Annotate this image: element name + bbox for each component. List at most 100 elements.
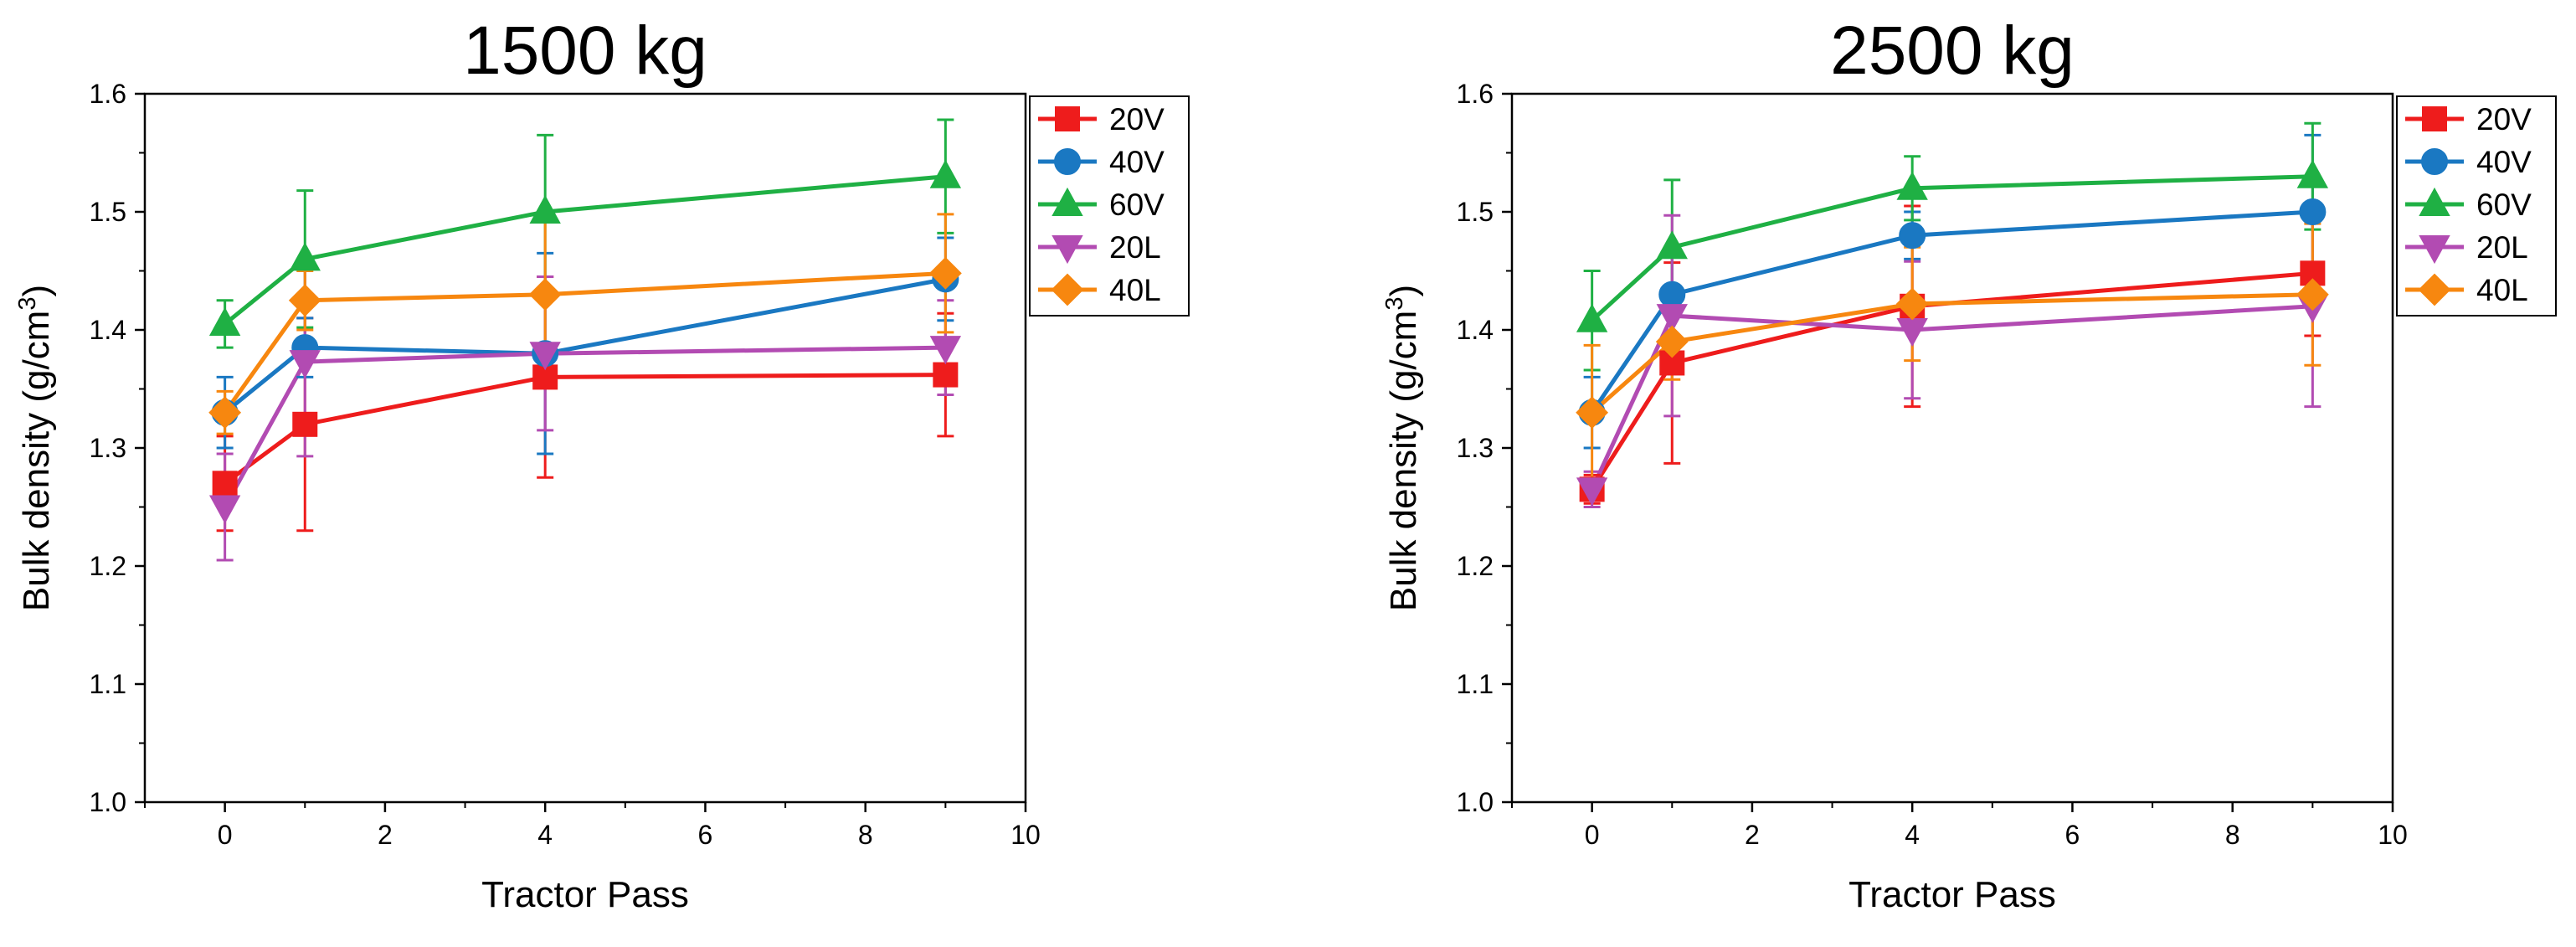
data-point-20V [292, 411, 318, 437]
series-line-60V [224, 174, 946, 326]
series-line-20V [224, 373, 946, 486]
legend-label-40V: 40V [2476, 145, 2532, 179]
y-axis-label: Bulk density (g/cm3) [1381, 285, 1424, 611]
data-point-40V [1658, 280, 1686, 308]
data-point-40V [1899, 222, 1926, 250]
legend-marker-40L [1051, 273, 1084, 306]
data-point-40L [288, 284, 321, 317]
y-axis-label-superscript: 3 [14, 297, 41, 311]
data-point-20L [1896, 318, 1928, 347]
data-point-40L [1576, 396, 1609, 430]
series-line-20V [1590, 270, 2313, 491]
series-line-40V [224, 276, 946, 414]
y-axis-label-close: ) [1383, 285, 1424, 297]
legend-label-40L: 40L [1109, 273, 1161, 307]
x-tick-label: 6 [2065, 820, 2080, 850]
data-point-20L [529, 342, 561, 371]
legend-marker-40V [2421, 148, 2448, 175]
chart-panel-1: 1500 kg 1.0 1.1 1.2 1.3 1.4 1.5 1.6 0 2 4 6 8 10 Tract… [14, 13, 1190, 915]
data-point-60V [2296, 159, 2329, 188]
legend-marker-40V [1054, 148, 1081, 175]
legend-marker-20L [1051, 235, 1083, 265]
legend-label-20V: 20V [2476, 102, 2532, 136]
y-axis-label-superscript: 3 [1381, 297, 1408, 311]
data-point-60V [289, 242, 321, 271]
data-point-20L [289, 350, 321, 379]
y-tick-label: 1.5 [1457, 197, 1494, 227]
legend-label-40V: 40V [1109, 145, 1165, 179]
x-tick-label: 10 [1010, 820, 1041, 850]
y-tick-label: 1.0 [1457, 787, 1494, 817]
x-tick-label: 4 [1905, 820, 1920, 850]
y-tick-label: 1.1 [1457, 669, 1494, 699]
legend-marker-20V [2422, 106, 2447, 131]
legend-label-20L: 20L [2476, 230, 2528, 265]
data-point-40L [1895, 287, 1929, 321]
legend-label-20L: 20L [1109, 230, 1161, 265]
series-line-20L [223, 345, 946, 508]
data-point-40L [208, 396, 242, 430]
y-axis-label-main: Bulk density (g/cm [1383, 311, 1424, 611]
x-axis-label: Tractor Pass [481, 874, 689, 915]
data-point-60V [208, 306, 241, 336]
series-line-40L [1590, 292, 2313, 414]
y-axis-label-main: Bulk density (g/cm [16, 311, 57, 611]
plot-frame [143, 92, 1027, 804]
y-tick-label: 1.0 [90, 787, 126, 817]
legend: 20V 40V 60V 20L 40L [1029, 95, 1190, 317]
x-tick-label: 10 [2378, 820, 2408, 850]
x-tick-label: 4 [537, 820, 553, 850]
data-point-60V [1576, 303, 1608, 332]
chart-title: 1500 kg [463, 13, 707, 89]
data-point-60V [929, 159, 962, 188]
legend-marker-40L [2418, 273, 2451, 306]
x-axis-label: Tractor Pass [1848, 874, 2056, 915]
data-point-40L [928, 256, 962, 290]
series-line-60V [1590, 174, 2313, 322]
y-tick-label: 1.2 [90, 551, 126, 581]
y-tick-label: 1.3 [1457, 433, 1494, 463]
legend-label-60V: 60V [2476, 188, 2532, 222]
plot-frame [1510, 92, 2394, 804]
data-point-20L [208, 495, 241, 524]
data-point-20V [212, 471, 238, 497]
data-point-40L [528, 278, 562, 311]
legend-label-20V: 20V [1109, 102, 1165, 136]
y-tick-label: 1.1 [90, 669, 126, 699]
x-tick-label: 8 [858, 820, 873, 850]
chart-title: 2500 kg [1830, 13, 2075, 89]
chart-panel-2: 2500 kg 1.0 1.1 1.2 1.3 1.4 1.5 1.6 0 2 4 6 8 10 Tract… [1381, 13, 2557, 915]
y-tick-label: 1.4 [1457, 315, 1494, 345]
data-point-60V [1656, 230, 1688, 260]
x-tick-label: 2 [378, 820, 393, 850]
y-tick-label: 1.3 [90, 433, 126, 463]
x-tick-label: 0 [1585, 820, 1600, 850]
legend-marker-20V [1055, 106, 1080, 131]
data-point-20L [1656, 304, 1688, 333]
y-tick-label: 1.6 [90, 79, 126, 109]
y-tick-label: 1.4 [90, 315, 126, 345]
data-point-60V [529, 194, 561, 224]
y-tick-label: 1.2 [1457, 551, 1494, 581]
x-tick-label: 6 [698, 820, 713, 850]
legend-label-60V: 60V [1109, 188, 1165, 222]
data-point-20L [1576, 477, 1608, 507]
data-point-60V [1896, 171, 1928, 200]
data-point-40L [1655, 325, 1689, 358]
x-tick-label: 2 [1745, 820, 1760, 850]
data-point-40L [2296, 278, 2329, 311]
legend-marker-20L [2419, 235, 2450, 265]
data-point-20L [929, 336, 962, 365]
series-line-20L [1590, 304, 2313, 491]
y-tick-label: 1.5 [90, 197, 126, 227]
legend-marker-60V [2419, 187, 2450, 216]
legend-label-40L: 40L [2476, 273, 2528, 307]
x-tick-label: 0 [218, 820, 233, 850]
y-axis-label-close: ) [16, 285, 57, 297]
legend: 20V 40V 60V 20L 40L [2396, 95, 2557, 317]
legend-marker-60V [1051, 187, 1083, 216]
data-point-20V [933, 362, 959, 388]
data-point-20V [2300, 260, 2326, 286]
y-tick-label: 1.6 [1457, 79, 1494, 109]
